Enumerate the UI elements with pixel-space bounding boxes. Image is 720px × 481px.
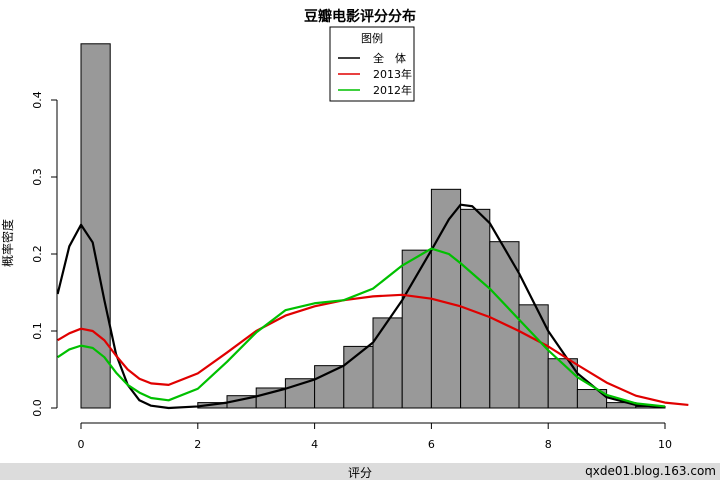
density-curve-2 — [57, 247, 666, 408]
histogram-bar-0 — [80, 43, 111, 409]
footer-bar: 评分 qxde01.blog.163.com — [0, 463, 720, 480]
histogram-bar-10 — [372, 317, 403, 409]
histogram-bar-9 — [343, 345, 374, 409]
legend-label-2: 2012年 — [373, 83, 412, 97]
legend: 图例全 体 2013年 2012年 — [329, 26, 415, 102]
density-curves — [57, 203, 689, 410]
y-tick-label-4: 0.4 — [31, 91, 44, 109]
y-axis-label: 概率密度 — [0, 219, 15, 267]
x-tick-label-5: 10 — [658, 438, 672, 451]
x-tick-label-2: 4 — [311, 438, 318, 451]
x-tick-label-1: 2 — [194, 438, 201, 451]
axes: 0 2 4 6 8 10 0.0 0.1 0.2 0.3 0.4 — [31, 91, 672, 451]
histogram-bar-15 — [518, 304, 549, 409]
legend-title: 图例 — [361, 31, 383, 45]
x-axis-label: 评分 — [347, 466, 372, 480]
y-tick-label-2: 0.2 — [31, 245, 44, 263]
legend-box — [329, 26, 415, 102]
chart-title: 豆瓣电影评分分布 — [304, 8, 416, 25]
y-tick-label-3: 0.3 — [31, 168, 44, 186]
histogram-bar-17 — [576, 389, 608, 409]
legend-label-0: 全 体 — [373, 51, 406, 65]
density-curve-1 — [57, 293, 689, 407]
density-chart: 豆瓣电影评分分布 概率密度 0 2 4 6 8 10 0.0 0.1 0.2 0.3 0.4 图例全… — [0, 8, 689, 451]
legend-label-1: 2013年 — [373, 67, 412, 81]
y-tick-label-1: 0.1 — [31, 322, 44, 340]
x-tick-label-3: 6 — [428, 438, 435, 451]
y-tick-label-0: 0.0 — [31, 399, 44, 417]
histogram-bar-12 — [430, 188, 462, 409]
x-tick-label-4: 8 — [545, 438, 552, 451]
density-curve-0 — [57, 203, 666, 410]
x-tick-label-0: 0 — [78, 438, 85, 451]
watermark-credit: qxde01.blog.163.com — [585, 464, 716, 478]
